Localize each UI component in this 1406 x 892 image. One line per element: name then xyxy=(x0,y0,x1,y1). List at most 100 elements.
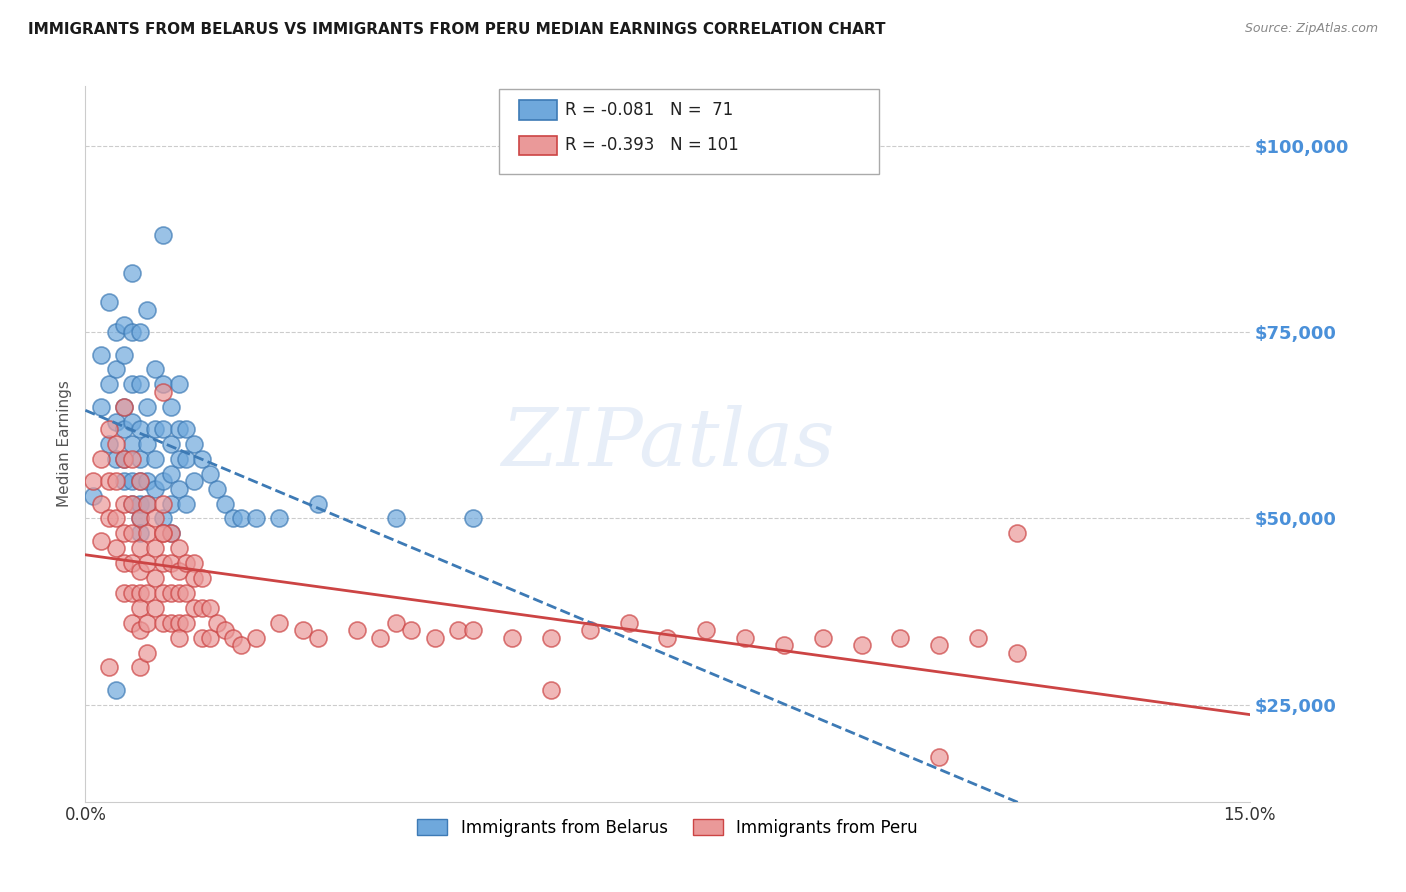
Point xyxy=(734,631,756,645)
Point xyxy=(191,451,214,466)
Point xyxy=(128,600,150,615)
Point xyxy=(152,615,174,630)
Point xyxy=(136,474,159,488)
Point xyxy=(773,638,796,652)
Point xyxy=(90,400,112,414)
Point xyxy=(152,497,174,511)
Point xyxy=(112,318,135,332)
Point xyxy=(128,511,150,525)
Point xyxy=(463,624,485,638)
Point xyxy=(851,638,873,652)
Text: Source: ZipAtlas.com: Source: ZipAtlas.com xyxy=(1244,22,1378,36)
Point xyxy=(112,556,135,570)
Point xyxy=(143,362,166,376)
Point xyxy=(143,451,166,466)
Point xyxy=(159,526,181,541)
Point xyxy=(143,571,166,585)
Point xyxy=(121,556,143,570)
Point xyxy=(105,541,128,556)
Point xyxy=(97,377,120,392)
Point xyxy=(159,467,181,481)
Point xyxy=(97,511,120,525)
Point xyxy=(385,511,408,525)
Point xyxy=(90,533,112,548)
Point xyxy=(90,497,112,511)
Point xyxy=(174,451,197,466)
Point xyxy=(121,526,143,541)
Point xyxy=(82,489,104,503)
Point xyxy=(121,437,143,451)
Point xyxy=(207,615,229,630)
Point xyxy=(152,377,174,392)
Point xyxy=(152,526,174,541)
Point xyxy=(121,325,143,339)
Point xyxy=(617,615,640,630)
Point xyxy=(174,615,197,630)
Point xyxy=(1005,526,1028,541)
Point xyxy=(136,646,159,660)
Point xyxy=(167,631,190,645)
Point xyxy=(401,624,423,638)
Point xyxy=(183,600,205,615)
Point xyxy=(159,615,181,630)
Point xyxy=(191,571,214,585)
Point xyxy=(128,325,150,339)
Point xyxy=(346,624,368,638)
Point xyxy=(136,497,159,511)
Point xyxy=(198,631,221,645)
Point xyxy=(121,451,143,466)
Point xyxy=(152,474,174,488)
Point xyxy=(579,624,602,638)
Point xyxy=(967,631,990,645)
Point xyxy=(159,556,181,570)
Point xyxy=(928,638,950,652)
Point xyxy=(143,482,166,496)
Point xyxy=(174,422,197,436)
Point xyxy=(159,497,181,511)
Point xyxy=(105,362,128,376)
Point xyxy=(128,451,150,466)
Point xyxy=(136,497,159,511)
Point xyxy=(105,682,128,697)
Text: R = -0.081   N =  71: R = -0.081 N = 71 xyxy=(565,101,734,119)
Point xyxy=(121,415,143,429)
Point xyxy=(121,615,143,630)
Point xyxy=(128,586,150,600)
Point xyxy=(121,474,143,488)
Point xyxy=(128,564,150,578)
Point xyxy=(105,437,128,451)
Point xyxy=(245,631,267,645)
Legend: Immigrants from Belarus, Immigrants from Peru: Immigrants from Belarus, Immigrants from… xyxy=(411,812,924,843)
Point xyxy=(97,660,120,674)
Point xyxy=(811,631,834,645)
Point xyxy=(167,541,190,556)
Point xyxy=(183,474,205,488)
Point xyxy=(183,437,205,451)
Point xyxy=(105,451,128,466)
Point xyxy=(167,377,190,392)
Point xyxy=(143,422,166,436)
Point xyxy=(167,615,190,630)
Point xyxy=(128,422,150,436)
Point xyxy=(90,347,112,361)
Point xyxy=(159,400,181,414)
Point xyxy=(97,474,120,488)
Point xyxy=(128,526,150,541)
Point xyxy=(174,497,197,511)
Point xyxy=(167,564,190,578)
Point xyxy=(245,511,267,525)
Point xyxy=(167,451,190,466)
Point xyxy=(928,750,950,764)
Point xyxy=(136,302,159,317)
Point xyxy=(121,497,143,511)
Point xyxy=(152,556,174,570)
Point xyxy=(112,400,135,414)
Point xyxy=(105,325,128,339)
Point xyxy=(112,497,135,511)
Point xyxy=(143,511,166,525)
Point xyxy=(121,586,143,600)
Point xyxy=(167,586,190,600)
Point xyxy=(207,482,229,496)
Point xyxy=(121,266,143,280)
Point xyxy=(167,422,190,436)
